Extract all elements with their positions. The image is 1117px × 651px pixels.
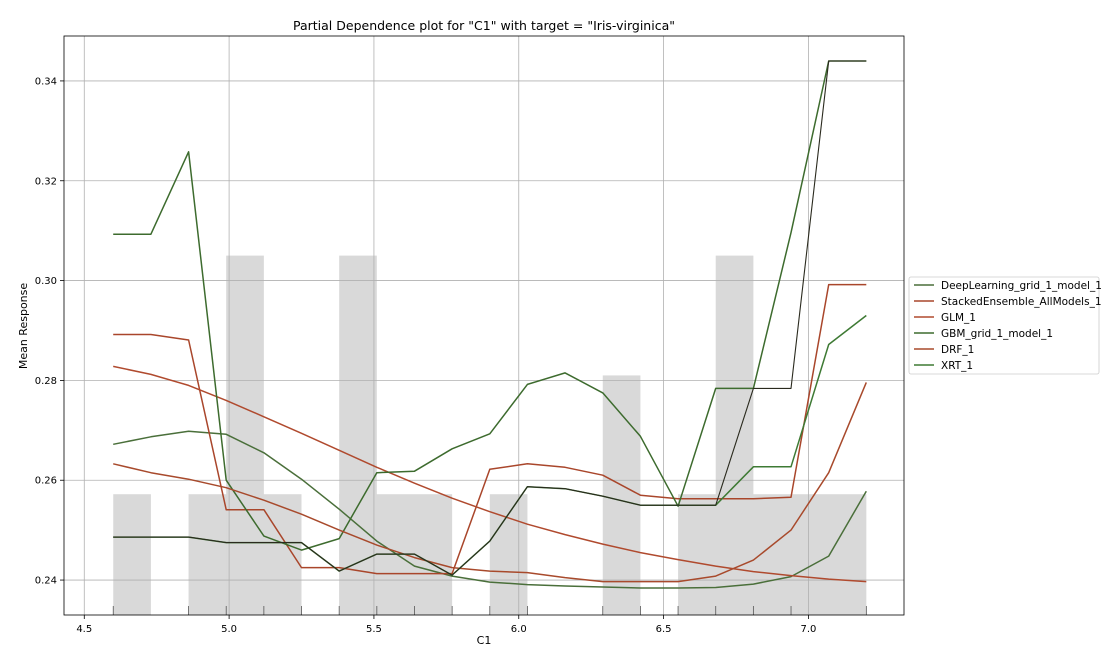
plot-frame (63, 35, 905, 616)
y-axis-ticks: 0.24 0.26 0.28 0.30 0.32 0.34 (35, 76, 64, 587)
chart-title: Partial Dependence plot for "C1" with ta… (293, 18, 675, 33)
y-tick-label: 0.26 (35, 476, 57, 487)
histogram-bar (226, 255, 264, 615)
legend-label: DeepLearning_grid_1_model_1 (941, 280, 1102, 292)
x-tick-label: 5.5 (366, 624, 382, 635)
legend-label: XRT_1 (941, 360, 973, 372)
legend-label: StackedEnsemble_AllModels_1 (941, 296, 1102, 308)
histogram-bar (489, 494, 528, 615)
rug-ticks (112, 606, 867, 615)
legend: DeepLearning_grid_1_model_1 StackedEnsemb… (908, 276, 1102, 375)
histogram-bar (113, 494, 151, 615)
y-tick-label: 0.28 (35, 376, 57, 387)
histogram-bar (678, 494, 867, 615)
histogram-layer (113, 255, 867, 615)
x-tick-label: 6.0 (511, 624, 527, 635)
y-tick-label: 0.32 (35, 176, 57, 187)
x-axis-label: C1 (477, 634, 492, 647)
histogram-bar (602, 375, 641, 615)
legend-label: GBM_grid_1_model_1 (941, 328, 1053, 340)
legend-label: GLM_1 (941, 312, 976, 324)
series-line (113, 283, 867, 575)
y-tick-label: 0.30 (35, 276, 57, 287)
overlay-line (113, 60, 867, 576)
series-line (113, 382, 867, 583)
y-tick-label: 0.24 (35, 576, 57, 587)
grid-layer (64, 36, 904, 615)
legend-box (908, 276, 1100, 375)
series-line (113, 60, 867, 551)
series-lines (113, 60, 867, 589)
x-tick-label: 7.0 (800, 624, 816, 635)
x-tick-label: 4.5 (76, 624, 92, 635)
x-tick-label: 6.5 (656, 624, 672, 635)
series-line (113, 365, 867, 583)
y-tick-label: 0.34 (35, 76, 57, 87)
histogram-bar (715, 255, 754, 615)
x-axis-ticks: 4.5 5.0 5.5 6.0 6.5 7.0 (76, 615, 816, 635)
y-axis-label: Mean Response (17, 283, 30, 370)
histogram-bar (339, 255, 377, 615)
legend-items: DeepLearning_grid_1_model_1 StackedEnsemb… (914, 280, 1102, 372)
legend-label: DRF_1 (941, 344, 974, 356)
x-tick-label: 5.0 (221, 624, 237, 635)
plot-area (63, 35, 905, 616)
series-line (113, 430, 867, 589)
